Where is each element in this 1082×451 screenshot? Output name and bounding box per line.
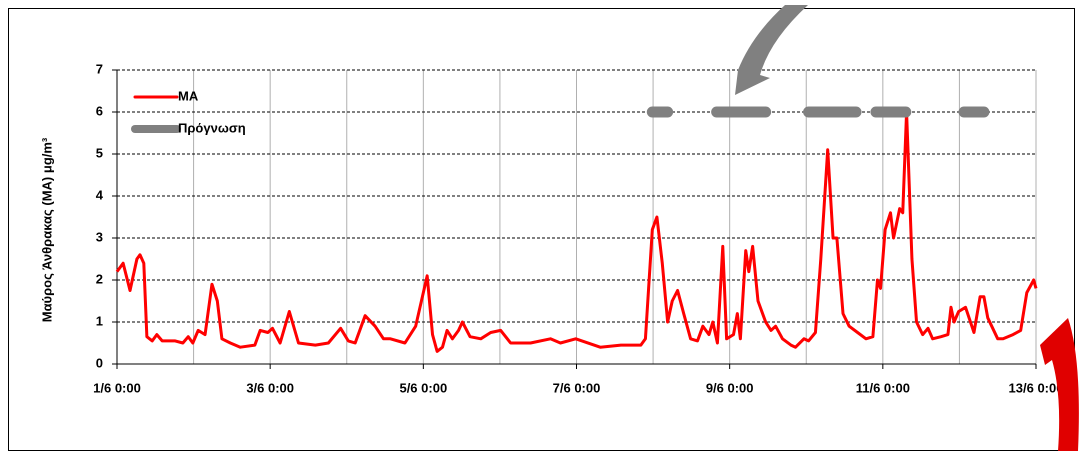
x-tick-label: 1/6 0:00 <box>93 380 141 395</box>
y-axis-label: Μαύρος Άνθρακας (ΜΑ) μg/m³ <box>39 137 54 322</box>
x-tick-label: 9/6 0:00 <box>706 380 754 395</box>
x-tick-label: 3/6 0:00 <box>246 380 294 395</box>
y-tick-label: 4 <box>96 187 104 202</box>
y-tick-label: 5 <box>96 145 103 160</box>
plot-area: 1/6 0:00 3/6 0:00 5/6 0:00 7/6 0:00 9/6 0:00… <box>93 61 1063 395</box>
x-tick-label: 7/6 0:00 <box>553 380 601 395</box>
forecast-arrow-decoration <box>735 5 808 95</box>
x-tick-label: 11/6 0:00 <box>856 380 910 395</box>
y-tick-label: 6 <box>96 103 103 118</box>
legend-label: Πρόγνωση <box>178 120 246 135</box>
red-arc-decoration <box>1040 318 1079 451</box>
chart-frame <box>8 8 1075 451</box>
x-tick-label: 13/6 0:00 <box>1009 380 1064 395</box>
legend-label: ΜΑ <box>178 88 199 103</box>
series-line <box>115 110 1038 353</box>
y-tick-label: 2 <box>96 271 103 286</box>
y-tick-label: 0 <box>96 355 103 370</box>
y-tick-label: 1 <box>96 313 103 328</box>
y-tick-label: 3 <box>96 229 103 244</box>
x-tick-label: 5/6 0:00 <box>399 380 447 395</box>
y-tick-label: 7 <box>96 61 103 76</box>
